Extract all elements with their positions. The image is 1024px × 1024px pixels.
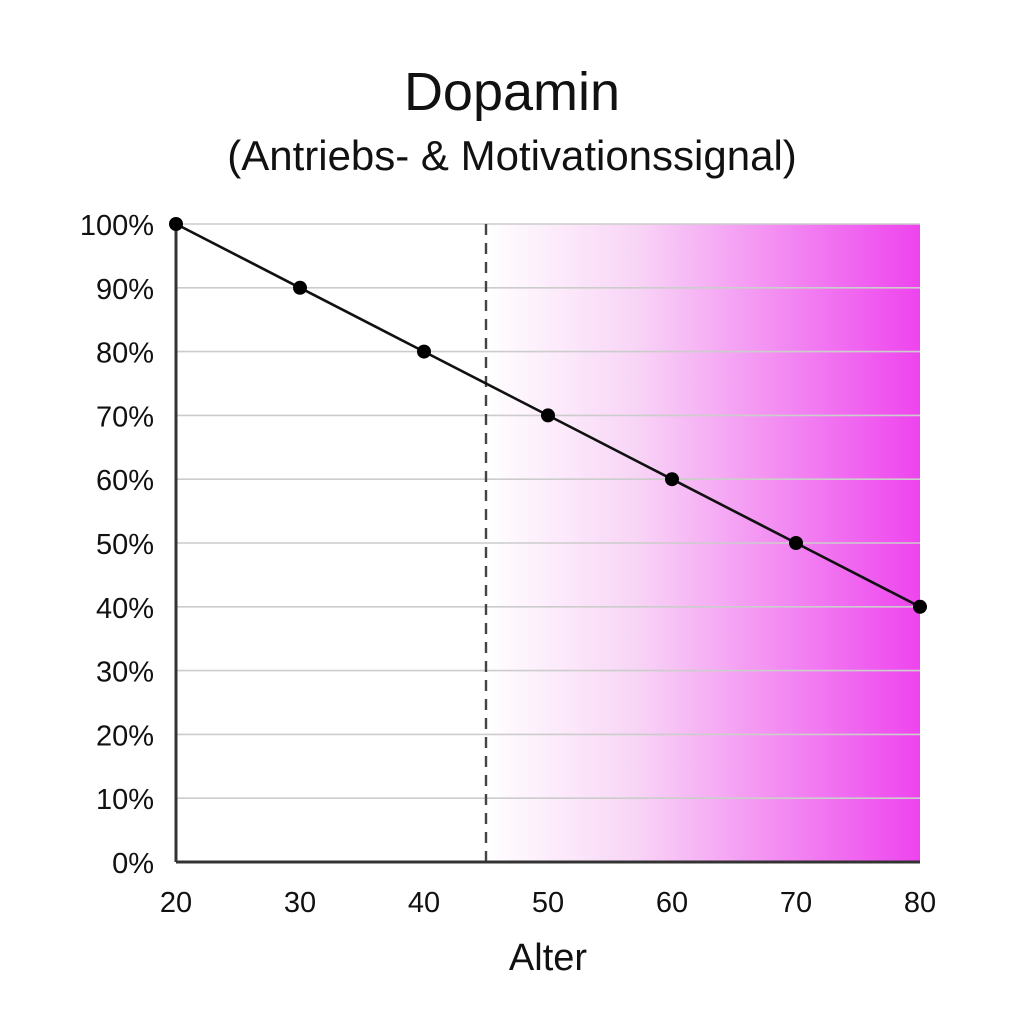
axes	[174, 224, 920, 864]
x-axis-label: Alter	[509, 937, 587, 979]
x-tick-label: 80	[904, 887, 936, 919]
x-tick-label: 20	[160, 887, 192, 919]
y-tick-label: 80%	[96, 338, 154, 370]
data-point	[541, 408, 555, 423]
y-tick-label: 20%	[96, 720, 154, 752]
data-point	[417, 344, 431, 359]
y-tick-label: 50%	[96, 529, 154, 561]
data-point	[665, 472, 679, 487]
x-tick-label: 40	[408, 887, 440, 919]
data-point	[293, 280, 307, 295]
data-point	[913, 599, 927, 614]
y-tick-label: 90%	[96, 274, 154, 306]
x-tick-label: 30	[284, 887, 316, 919]
chart-title: Dopamin	[404, 62, 620, 122]
y-tick-labels: 0% 10% 20% 30% 40% 50% 60% 70% 80% 90% 100%	[80, 210, 154, 880]
y-tick-label: 60%	[96, 465, 154, 497]
y-tick-label: 0%	[112, 848, 154, 880]
y-tick-label: 30%	[96, 657, 154, 689]
chart-subtitle: (Antriebs- & Motivationssignal)	[227, 132, 797, 179]
x-tick-label: 60	[656, 887, 688, 919]
series-dopamin	[169, 217, 927, 614]
data-point	[789, 536, 803, 550]
y-tick-label: 70%	[96, 401, 154, 433]
x-tick-label: 50	[532, 887, 564, 919]
x-tick-labels: 20 30 40 50 60 70 80	[160, 887, 936, 919]
y-tick-label: 10%	[96, 784, 154, 816]
y-tick-label: 100%	[80, 210, 154, 242]
y-tick-label: 40%	[96, 593, 154, 625]
x-tick-label: 70	[780, 887, 812, 919]
data-point	[169, 217, 183, 231]
